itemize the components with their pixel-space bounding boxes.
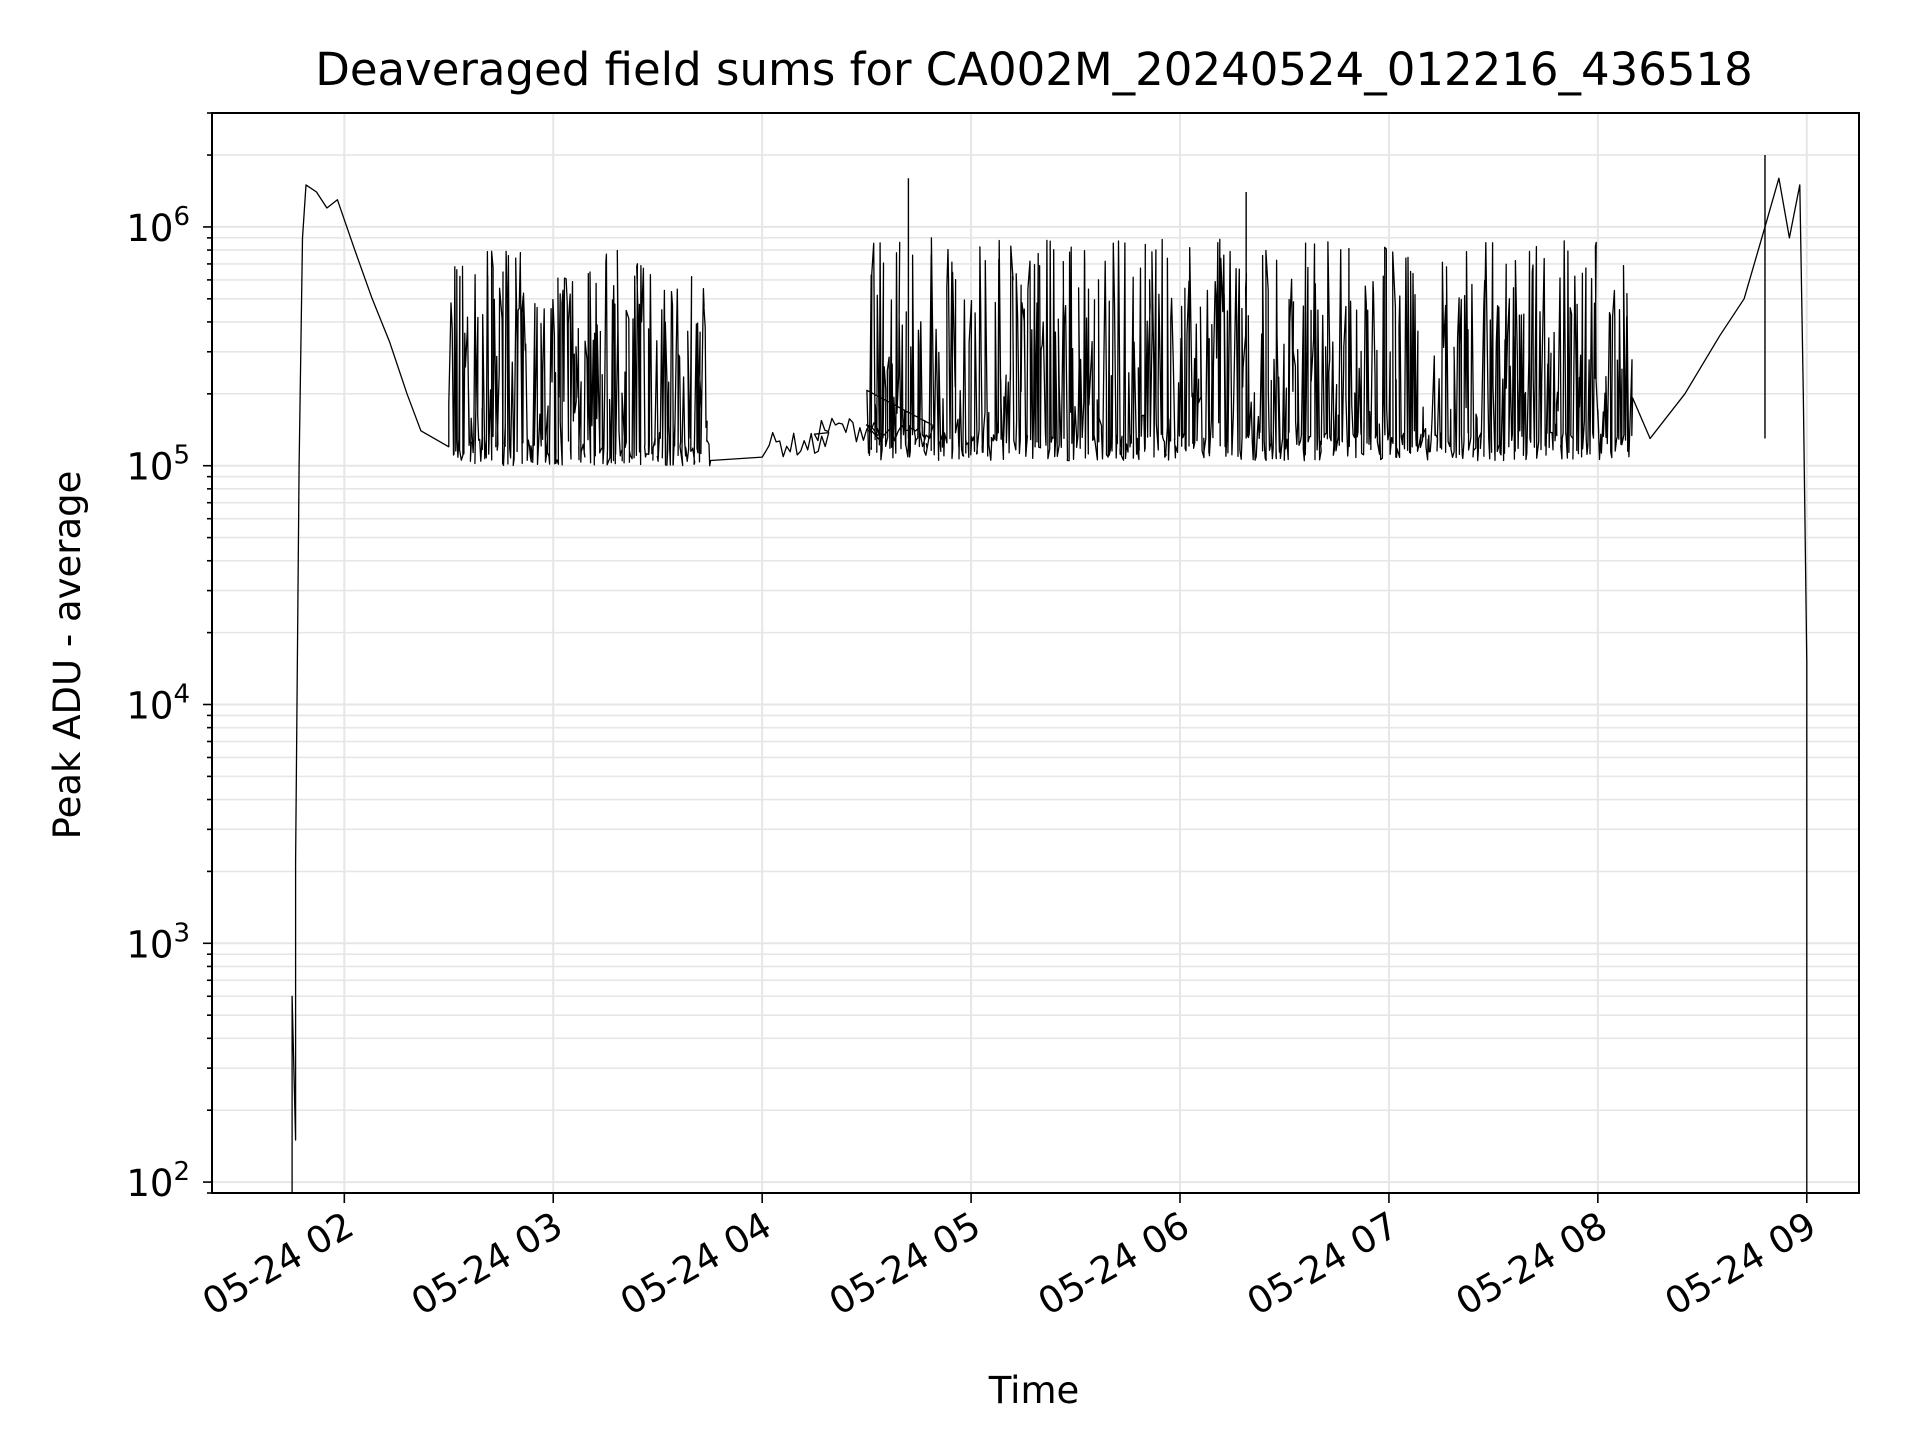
y-tick-label: 106 [126, 202, 190, 250]
series-line [291, 177, 1808, 1193]
y-axis: 102 103 104 105 106 [126, 112, 212, 1205]
chart-title: Deaveraged field sums for CA002M_2024052… [315, 43, 1753, 96]
series-layer [291, 155, 1808, 1193]
grid [212, 112, 1859, 1194]
plot-frame [211, 112, 1860, 1194]
y-tick-label: 104 [126, 680, 190, 728]
y-axis-label: Peak ADU - average [46, 471, 89, 840]
y-tick-label: 102 [126, 1157, 190, 1205]
x-axis-label: Time [988, 1369, 1080, 1412]
y-tick-label: 103 [126, 918, 190, 966]
y-tick-label: 105 [126, 441, 190, 489]
